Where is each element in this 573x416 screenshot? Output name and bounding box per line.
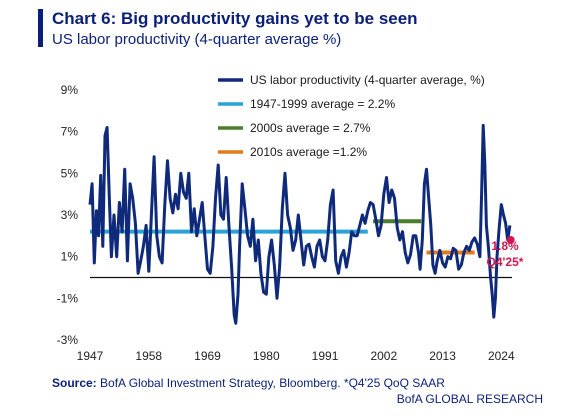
productivity-line-chart: 9% 7% 5% 3% 1% -1% -3% 1947 1958 1969 1980 1991 200… [57, 73, 524, 363]
x-tick-label: 1991 [312, 349, 339, 363]
y-tick-label: 5% [61, 166, 79, 180]
y-axis-ticks: 9% 7% 5% 3% 1% -1% -3% [57, 83, 79, 347]
y-tick-label: -3% [57, 333, 79, 347]
series-line-us-labor-productivity [88, 123, 512, 325]
y-tick-label: 3% [61, 208, 79, 222]
annotation-period-label: Q4'25* [487, 255, 524, 269]
title-accent-bar [38, 9, 43, 47]
source-text: BofA Global Investment Strategy, Bloombe… [96, 376, 445, 390]
annotation-latest-value: 1.8% Q4'25* [487, 236, 524, 269]
y-tick-label: -1% [57, 291, 79, 305]
source-label: Source: [52, 376, 97, 390]
annotation-value-label: 1.8% [491, 239, 519, 253]
x-axis-ticks: 1947 1958 1969 1980 1991 2002 2013 2024 [77, 349, 515, 363]
annotation-marker [506, 236, 515, 244]
x-tick-label: 2013 [429, 349, 456, 363]
y-tick-label: 1% [61, 250, 79, 264]
legend-item-1947-1999-label: 1947-1999 average = 2.2% [250, 97, 395, 111]
chart-subtitle: US labor productivity (4-quarter average… [52, 31, 342, 48]
chart-title: Chart 6: Big productivity gains yet to b… [52, 9, 418, 28]
x-tick-label: 1958 [135, 349, 162, 363]
source-note: Source: BofA Global Investment Strategy,… [52, 376, 445, 390]
legend-item-series-label: US labor productivity (4-quarter average… [250, 73, 485, 87]
brand-label: BofA GLOBAL RESEARCH [396, 392, 543, 406]
x-tick-label: 1980 [253, 349, 280, 363]
x-tick-label: 2024 [488, 349, 515, 363]
y-tick-label: 7% [61, 125, 79, 139]
legend-item-2010s-label: 2010s average =1.2% [250, 145, 367, 159]
x-tick-label: 1947 [77, 349, 104, 363]
x-tick-label: 2002 [370, 349, 397, 363]
legend: US labor productivity (4-quarter average… [218, 73, 485, 159]
y-tick-label: 9% [61, 83, 79, 97]
legend-item-2000s-label: 2000s average = 2.7% [250, 121, 371, 135]
x-tick-label: 1969 [194, 349, 221, 363]
